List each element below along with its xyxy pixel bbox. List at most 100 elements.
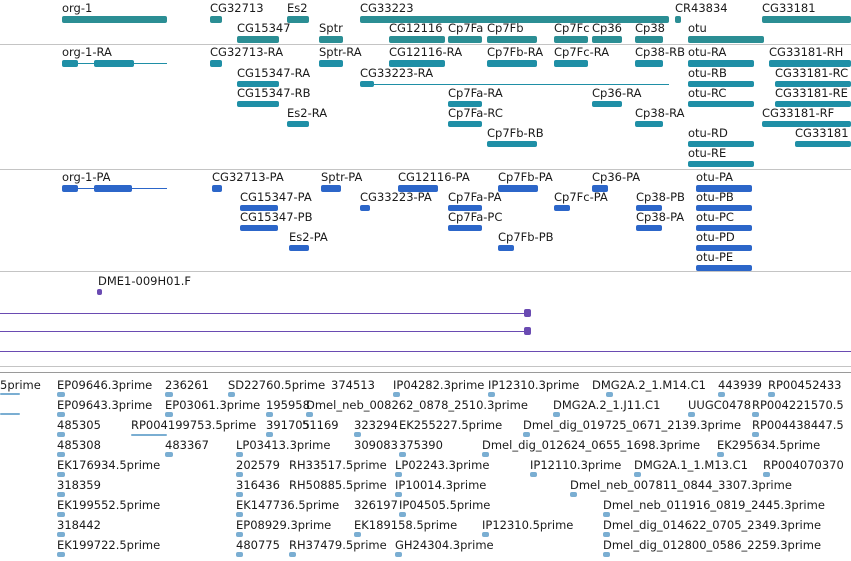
est-label[interactable]: UUGC0478 — [688, 398, 752, 412]
transcript-feature[interactable] — [389, 60, 445, 67]
est-feature[interactable] — [0, 413, 20, 415]
gene-label[interactable]: Cp7Fb — [487, 21, 524, 35]
est-label[interactable]: GH24304.3prime — [395, 538, 494, 552]
transcript-feature[interactable] — [319, 60, 343, 67]
est-label[interactable]: 316436 — [236, 478, 280, 492]
est-feature[interactable] — [57, 552, 65, 557]
protein-label[interactable]: otu-PC — [696, 210, 734, 224]
alignment-label[interactable]: DME1-009H01.F — [98, 274, 192, 288]
transcript-label[interactable]: CG33181 — [795, 126, 849, 140]
transcript-label[interactable]: Cp7Fb-RB — [487, 126, 544, 140]
protein-label[interactable]: Cp38-PB — [636, 190, 685, 204]
protein-feature[interactable] — [554, 205, 570, 211]
protein-label[interactable]: org-1-PA — [62, 170, 111, 184]
est-label[interactable]: LP03413.3prime — [236, 438, 331, 452]
est-feature[interactable] — [165, 452, 173, 457]
est-label[interactable]: 323294 — [354, 418, 398, 432]
protein-label[interactable]: CG32713-PA — [212, 170, 284, 184]
est-feature[interactable] — [236, 472, 243, 477]
est-label[interactable]: 51169 — [302, 418, 339, 432]
est-feature[interactable] — [553, 412, 560, 417]
est-label[interactable]: 326197 — [354, 498, 398, 512]
est-label[interactable]: 202579 — [236, 458, 280, 472]
est-label[interactable]: EK199722.5prime — [57, 538, 161, 552]
gene-label[interactable]: Cp7Fa — [448, 21, 484, 35]
gene-feature[interactable] — [389, 36, 445, 43]
protein-feature[interactable] — [398, 185, 438, 192]
protein-label[interactable]: CG15347-PA — [240, 190, 312, 204]
protein-label[interactable]: otu-PB — [696, 190, 734, 204]
est-feature[interactable] — [530, 472, 537, 477]
est-label[interactable]: EP08929.3prime — [236, 518, 332, 532]
est-feature[interactable] — [393, 392, 400, 397]
est-label[interactable]: RP004438447.5 — [752, 418, 844, 432]
est-feature[interactable] — [717, 452, 724, 457]
est-label[interactable]: Dmel_neb_007811_0844_3307.3prime — [570, 478, 792, 492]
protein-feature[interactable] — [636, 205, 662, 211]
transcript-label[interactable]: Cp36-RA — [592, 86, 642, 100]
alignment-feature[interactable] — [524, 327, 531, 335]
gene-feature[interactable] — [287, 16, 309, 23]
est-label[interactable]: IP04282.3prime — [393, 378, 485, 392]
transcript-feature[interactable] — [635, 121, 663, 127]
gene-label[interactable]: Sptr — [319, 21, 343, 35]
est-label[interactable]: 443939 — [718, 378, 762, 392]
transcript-feature[interactable] — [775, 81, 851, 87]
est-label[interactable]: Dmel_dig_012800_0586_2259.3prime — [603, 538, 822, 552]
transcript-label[interactable]: CG33223-RA — [360, 66, 434, 80]
gene-feature[interactable] — [554, 36, 588, 43]
est-feature[interactable] — [603, 532, 610, 537]
protein-label[interactable]: Cp36-PA — [592, 170, 641, 184]
est-feature[interactable] — [354, 432, 361, 437]
transcript-feature[interactable] — [448, 101, 482, 107]
transcript-label[interactable]: otu-RD — [688, 126, 728, 140]
est-feature[interactable] — [523, 432, 530, 437]
transcript-label[interactable]: CG33181-RF — [762, 106, 835, 120]
transcript-feature[interactable] — [287, 121, 309, 127]
est-feature[interactable] — [57, 412, 65, 417]
gene-label[interactable]: org-1 — [62, 1, 93, 15]
protein-feature[interactable] — [498, 245, 514, 251]
est-label[interactable]: DMG2A.2_1.J11.C1 — [553, 398, 661, 412]
est-label[interactable]: 391705 — [266, 418, 310, 432]
protein-feature[interactable] — [240, 225, 278, 231]
transcript-feature[interactable] — [487, 141, 537, 147]
est-label[interactable]: RP004199753.5prime — [131, 418, 257, 432]
est-label[interactable]: EK189158.5prime — [354, 518, 458, 532]
est-label[interactable]: RH37479.5prime — [289, 538, 387, 552]
transcript-feature[interactable] — [769, 60, 851, 67]
est-feature[interactable] — [228, 392, 235, 397]
est-feature[interactable] — [266, 412, 273, 417]
protein-label[interactable]: Es2-PA — [289, 230, 328, 244]
est-label[interactable]: EK176934.5prime — [57, 458, 161, 472]
gene-feature[interactable] — [210, 16, 222, 23]
est-label[interactable]: 309083 — [354, 438, 398, 452]
est-feature[interactable] — [57, 452, 65, 457]
gene-feature[interactable] — [762, 16, 851, 23]
est-feature[interactable] — [236, 532, 243, 537]
transcript-feature[interactable] — [554, 60, 588, 67]
est-label[interactable]: EP09643.3prime — [57, 398, 153, 412]
est-label[interactable]: EP09646.3prime — [57, 378, 153, 392]
est-feature[interactable] — [165, 392, 173, 397]
gene-label[interactable]: Cp7Fc — [554, 21, 590, 35]
protein-feature[interactable] — [321, 185, 341, 192]
transcript-feature[interactable] — [635, 60, 663, 67]
est-label[interactable]: 480775 — [236, 538, 280, 552]
est-label[interactable]: SD22760.5prime — [228, 378, 326, 392]
alignment-line[interactable] — [0, 351, 851, 352]
est-label[interactable]: Dmel_neb_008262_0878_2510.3prime — [306, 398, 528, 412]
protein-label[interactable]: Cp7Fc-PA — [554, 190, 608, 204]
est-label[interactable]: Dmel_dig_019725_0671_2139.3prime — [523, 418, 742, 432]
est-feature[interactable] — [763, 472, 770, 477]
transcript-label[interactable]: org-1-RA — [62, 45, 112, 59]
gene-label[interactable]: Cp36 — [592, 21, 622, 35]
transcript-label[interactable]: Es2-RA — [287, 106, 328, 120]
est-feature[interactable] — [57, 392, 65, 397]
est-feature[interactable] — [165, 412, 173, 417]
protein-feature[interactable] — [448, 205, 482, 211]
transcript-label[interactable]: Cp7Fa-RC — [448, 106, 503, 120]
est-feature[interactable] — [57, 472, 65, 477]
est-feature[interactable] — [634, 472, 641, 477]
protein-feature[interactable] — [636, 225, 662, 231]
